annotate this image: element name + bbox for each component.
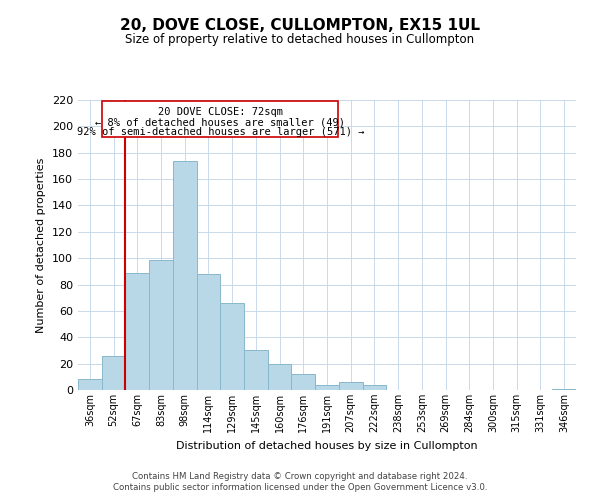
Bar xyxy=(78,380,102,390)
Bar xyxy=(173,160,197,390)
Bar xyxy=(102,356,125,390)
Bar xyxy=(362,384,386,390)
Bar xyxy=(220,303,244,390)
FancyBboxPatch shape xyxy=(102,102,338,137)
Bar xyxy=(552,388,576,390)
Bar xyxy=(244,350,268,390)
Text: Contains public sector information licensed under the Open Government Licence v3: Contains public sector information licen… xyxy=(113,484,487,492)
Text: ← 8% of detached houses are smaller (49): ← 8% of detached houses are smaller (49) xyxy=(95,117,345,127)
Bar xyxy=(149,260,173,390)
Text: 92% of semi-detached houses are larger (571) →: 92% of semi-detached houses are larger (… xyxy=(77,127,364,137)
Text: Contains HM Land Registry data © Crown copyright and database right 2024.: Contains HM Land Registry data © Crown c… xyxy=(132,472,468,481)
Y-axis label: Number of detached properties: Number of detached properties xyxy=(37,158,46,332)
Bar xyxy=(292,374,315,390)
Text: 20 DOVE CLOSE: 72sqm: 20 DOVE CLOSE: 72sqm xyxy=(158,108,283,118)
Bar xyxy=(197,274,220,390)
Bar xyxy=(339,382,362,390)
Bar xyxy=(125,272,149,390)
Bar xyxy=(268,364,292,390)
Bar xyxy=(315,384,339,390)
Text: Size of property relative to detached houses in Cullompton: Size of property relative to detached ho… xyxy=(125,32,475,46)
Text: 20, DOVE CLOSE, CULLOMPTON, EX15 1UL: 20, DOVE CLOSE, CULLOMPTON, EX15 1UL xyxy=(120,18,480,32)
X-axis label: Distribution of detached houses by size in Cullompton: Distribution of detached houses by size … xyxy=(176,440,478,450)
